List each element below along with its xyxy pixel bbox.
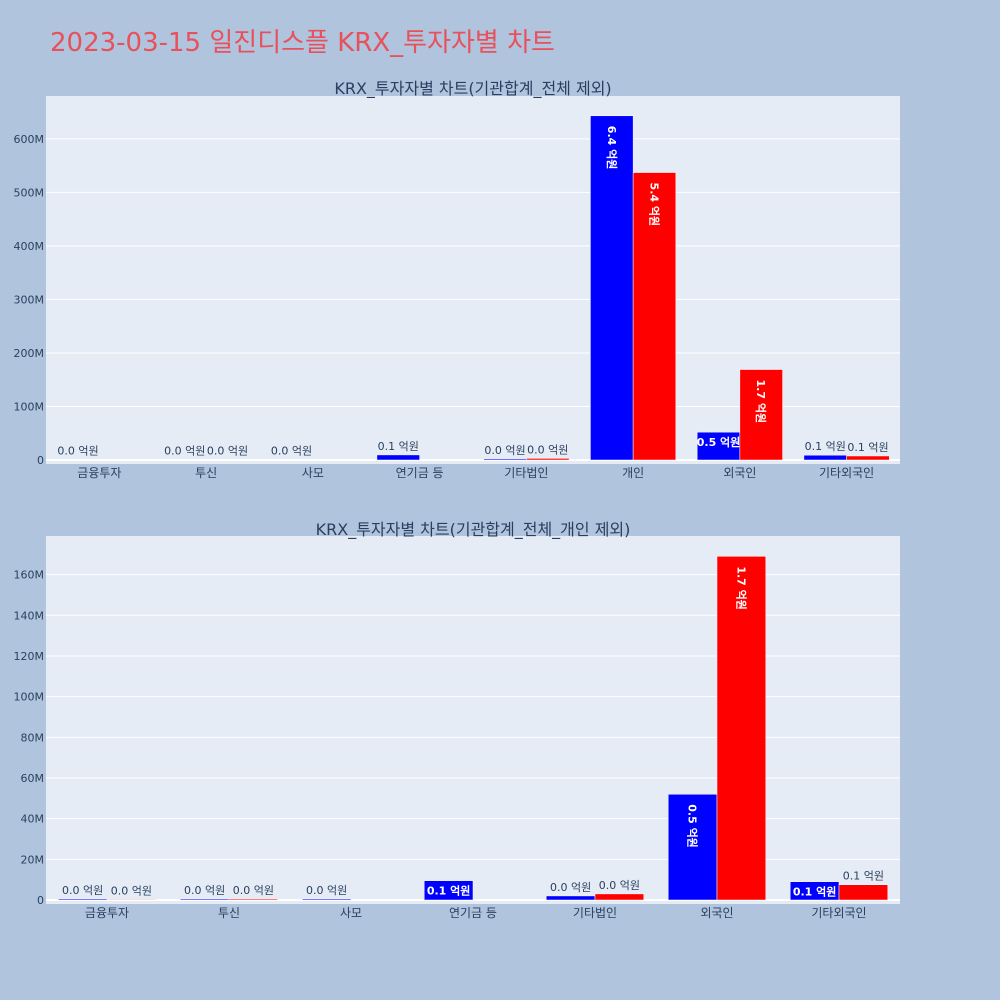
- data-label: 0.1 억원: [378, 440, 419, 453]
- data-label: 0.0 억원: [527, 443, 568, 456]
- data-label: 0.0 억원: [164, 445, 205, 458]
- plot-area: [46, 536, 900, 904]
- data-label: 0.5 억원: [697, 435, 741, 449]
- y-tick-label: 120M: [14, 650, 45, 663]
- x-tick-label: 연기금 등: [449, 906, 497, 920]
- x-tick-label: 금융투자: [85, 906, 129, 920]
- bar: [716, 556, 767, 901]
- data-label: 0.0 억원: [484, 444, 525, 457]
- chart-top: 0 100M 200M 300M 400M 500M 600M KRX_투자자별 차트(기관합…: [14, 79, 900, 480]
- data-label: 0.1 억원: [793, 885, 837, 899]
- y-tick-label: 500M: [14, 186, 45, 199]
- data-label: 6.4 억원: [605, 126, 619, 170]
- x-tick-label: 기타법인: [504, 466, 548, 480]
- x-tick-label: 연기금 등: [396, 466, 444, 480]
- data-label: 0.0 억원: [306, 884, 347, 897]
- bar: [483, 458, 527, 461]
- y-tick-label: 80M: [21, 731, 45, 744]
- bar: [205, 459, 250, 461]
- data-label: 0.1 억원: [805, 440, 846, 453]
- data-label: 0.0 억원: [57, 445, 98, 458]
- bar: [99, 459, 143, 461]
- data-label: 0.0 억원: [207, 445, 248, 458]
- y-tick-label: 140M: [14, 609, 45, 622]
- y-tick-label: 0: [37, 454, 44, 467]
- bar: [423, 880, 474, 901]
- bar: [376, 454, 420, 461]
- x-tick-label: 사모: [340, 906, 362, 920]
- bar: [106, 899, 157, 901]
- bar: [739, 369, 783, 461]
- y-tick-label: 600M: [14, 133, 45, 146]
- data-label: 0.0 억원: [271, 445, 312, 458]
- bar: [838, 884, 889, 901]
- bar: [179, 898, 230, 901]
- bar: [696, 431, 741, 461]
- y-tick-label: 0: [37, 894, 44, 907]
- x-tick-label: 사모: [302, 466, 324, 480]
- data-label: 0.0 억원: [233, 884, 274, 897]
- page-title: 2023-03-15 일진디스플 KRX_투자자별 차트: [50, 28, 555, 58]
- bar: [228, 898, 279, 901]
- data-label: 0.0 억원: [184, 884, 225, 897]
- x-tick-label: 투신: [195, 466, 217, 480]
- data-label: 5.4 억원: [647, 183, 661, 227]
- bar: [594, 893, 645, 901]
- bar: [667, 794, 718, 901]
- data-label: 0.0 억원: [599, 879, 640, 892]
- data-label: 0.0 억원: [550, 881, 591, 894]
- y-tick-label: 160M: [14, 569, 45, 582]
- y-tick-label: 300M: [14, 293, 45, 306]
- bar: [163, 459, 207, 461]
- y-tick-label: 40M: [21, 813, 45, 826]
- y-tick-label: 100M: [14, 400, 45, 413]
- bar: [846, 455, 890, 461]
- x-tick-label: 외국인: [723, 466, 756, 480]
- data-label: 1.7 억원: [734, 566, 748, 610]
- x-tick-label: 개인: [622, 466, 644, 480]
- x-tick-label: 외국인: [700, 906, 733, 920]
- x-tick-label: 기타외국인: [819, 466, 874, 480]
- x-tick-label: 금융투자: [77, 466, 121, 480]
- bar: [56, 459, 100, 461]
- bar: [301, 898, 352, 901]
- chart-bottom: 0 20M 40M 60M 80M 100M 120M 140M 160M KRX_투자자별 차트…: [14, 520, 900, 920]
- bar: [526, 458, 570, 461]
- data-label: 0.1 억원: [847, 441, 888, 454]
- x-tick-label: 투신: [218, 906, 240, 920]
- chart-title: KRX_투자자별 차트(기관합계_전체 제외): [334, 79, 611, 99]
- chart-title: KRX_투자자별 차트(기관합계_전체_개인 제외): [316, 520, 631, 540]
- data-label: 0.5 억원: [686, 804, 700, 848]
- y-tick-label: 200M: [14, 347, 45, 360]
- y-tick-label: 400M: [14, 240, 45, 253]
- data-label: 0.1 억원: [427, 884, 471, 898]
- data-label: 0.0 억원: [62, 884, 103, 897]
- bar: [803, 454, 847, 461]
- data-label: 0.0 억원: [111, 884, 152, 897]
- bar: [632, 172, 677, 461]
- bar: [57, 898, 108, 901]
- y-tick-label: 20M: [21, 853, 45, 866]
- y-tick-label: 60M: [21, 772, 45, 785]
- y-tick-label: 100M: [14, 691, 45, 704]
- bar: [545, 895, 596, 901]
- data-label: 1.7 억원: [754, 380, 768, 424]
- x-tick-label: 기타법인: [573, 906, 617, 920]
- data-label: 0.1 억원: [843, 870, 884, 883]
- bar: [590, 115, 634, 461]
- x-tick-label: 기타외국인: [811, 906, 866, 920]
- bar: [269, 459, 314, 461]
